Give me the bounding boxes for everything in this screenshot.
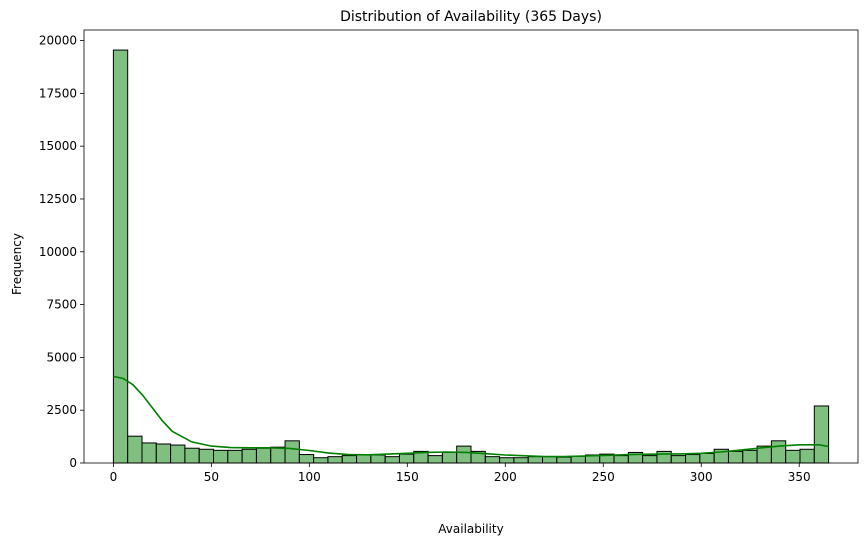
histogram-bar [284,440,300,464]
histogram-bar [542,456,558,464]
histogram-bar [570,455,586,464]
histogram-bar [427,455,443,464]
histogram-bar [170,444,186,464]
y-axis-ticks: 0 2500 5000 7500 10000 12500 15000 17500 20000 [39,34,84,470]
histogram-bars [112,49,830,464]
histogram-bar [513,457,529,464]
histogram-bar [398,453,415,464]
histogram-bar [699,452,715,464]
y-tick-label: 2500 [46,403,77,417]
x-tick-label: 300 [690,470,713,484]
histogram-bar [813,405,830,464]
y-tick-label: 20000 [39,34,77,48]
histogram-bar [241,448,257,464]
histogram-bar [499,457,515,464]
y-tick-label: 0 [69,456,77,470]
x-tick-label: 250 [592,470,615,484]
histogram-bar [456,445,472,464]
histogram-bar [613,455,629,464]
histogram-bar [527,456,544,464]
y-tick-label: 10000 [39,245,77,259]
histogram-bar [313,457,329,464]
y-axis-label: Frequency [10,233,24,295]
y-tick-label: 7500 [46,298,77,312]
x-tick-label: 150 [396,470,419,484]
histogram-bar [770,440,787,464]
y-tick-label: 5000 [46,350,77,364]
histogram-bar [441,451,458,464]
histogram-bar [155,443,172,464]
y-tick-label: 15000 [39,139,77,153]
kde-curve [113,375,829,458]
histogram-bar [799,448,815,464]
histogram-bar [670,455,687,464]
histogram-bar [227,449,243,464]
histogram-bar [785,449,801,464]
histogram-bar [356,454,372,464]
histogram-bar [327,456,343,464]
histogram-bar [685,454,701,464]
x-tick-label: 100 [298,470,321,484]
histogram-bar [556,456,572,464]
x-tick-label: 50 [204,470,219,484]
y-tick-label: 12500 [39,192,77,206]
histogram-bar [341,455,358,464]
histogram-bar [484,456,501,464]
histogram-bar [127,435,143,464]
histogram-bar [298,454,315,464]
histogram-bar [384,456,400,464]
histogram-bar [213,449,229,464]
x-tick-label: 350 [788,470,811,484]
histogram-bar [198,448,215,464]
histogram-bar [184,447,200,464]
histogram-bar [656,450,672,464]
histogram-bar [370,454,386,464]
x-tick-label: 0 [110,470,118,484]
histogram-bar [141,442,157,464]
histogram-bar [727,450,744,464]
histogram-bar [270,446,286,464]
y-tick-label: 17500 [39,86,77,100]
x-axis-ticks: 0 50 100 150 200 250 300 350 [110,463,811,484]
histogram-bar [112,49,129,464]
histogram-bar [255,447,272,464]
plot-frame [83,29,859,464]
histogram-bar [742,449,758,464]
x-tick-label: 200 [494,470,517,484]
histogram-bar [642,455,658,464]
x-axis-label: Availability [438,522,503,536]
chart-title: Distribution of Availability (365 Days) [340,9,602,25]
